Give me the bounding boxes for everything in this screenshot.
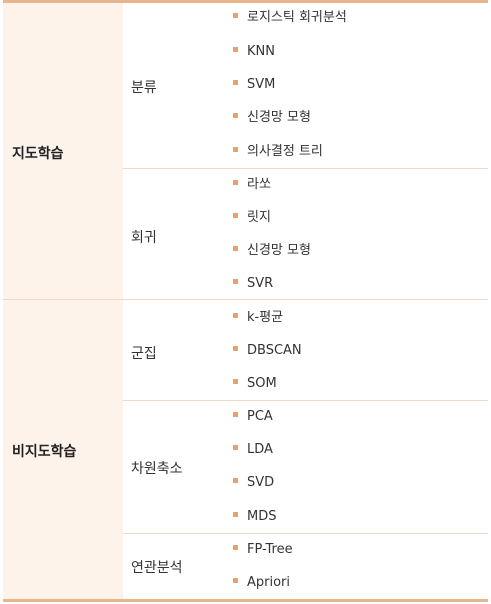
list-item: DBSCAN	[233, 341, 302, 361]
list-item: 로지스틱 회귀분석	[233, 8, 347, 28]
bullet-icon	[233, 47, 238, 52]
list-item: 릿지	[233, 208, 271, 228]
bullet-icon	[233, 180, 238, 185]
list-item: SVR	[233, 274, 273, 294]
bullet-icon	[233, 279, 238, 284]
row-divider	[123, 168, 488, 169]
bullet-icon	[233, 512, 238, 517]
bullet-icon	[233, 113, 238, 118]
list-item: 신경망 모형	[233, 241, 311, 261]
row-divider	[123, 400, 488, 401]
list-item: PCA	[233, 407, 273, 427]
list-item: k-평균	[233, 308, 283, 328]
group-cell-supervised	[3, 3, 123, 299]
bullet-icon	[233, 545, 238, 550]
subgroup-label-dimension-reduction: 차원축소	[131, 461, 183, 477]
list-item: Apriori	[233, 573, 290, 593]
table-top-rule	[3, 0, 488, 3]
list-item: 신경망 모형	[233, 108, 311, 128]
group-label-unsupervised: 비지도학습	[12, 444, 77, 460]
list-item: KNN	[233, 42, 275, 62]
bullet-icon	[233, 346, 238, 351]
list-item: SVM	[233, 75, 275, 95]
bullet-icon	[233, 80, 238, 85]
bullet-icon	[233, 147, 238, 152]
list-item: FP-Tree	[233, 540, 293, 560]
list-item: 라쏘	[233, 175, 271, 195]
group-cell-unsupervised	[3, 300, 123, 599]
group-divider	[3, 299, 488, 300]
bullet-icon	[233, 213, 238, 218]
list-item: MDS	[233, 507, 276, 527]
subgroup-label-classification: 분류	[131, 80, 157, 96]
list-item: SVD	[233, 473, 274, 493]
group-label-supervised: 지도학습	[12, 146, 64, 162]
bullet-icon	[233, 246, 238, 251]
bullet-icon	[233, 578, 238, 583]
bullet-icon	[233, 379, 238, 384]
bullet-icon	[233, 445, 238, 450]
table-bottom-rule	[3, 599, 488, 602]
bullet-icon	[233, 478, 238, 483]
row-divider	[123, 533, 488, 534]
subgroup-label-clustering: 군집	[131, 346, 157, 362]
list-item: SOM	[233, 374, 277, 394]
bullet-icon	[233, 313, 238, 318]
list-item: LDA	[233, 440, 273, 460]
list-item: 의사결정 트리	[233, 142, 323, 162]
bullet-icon	[233, 13, 238, 18]
bullet-icon	[233, 412, 238, 417]
classification-table: 지도학습 비지도학습 분류 회귀 군집 차원축소 연관분석 로지스틱 회귀분석 …	[3, 0, 488, 604]
subgroup-label-association: 연관분석	[131, 560, 183, 576]
subgroup-label-regression: 회귀	[131, 230, 157, 246]
